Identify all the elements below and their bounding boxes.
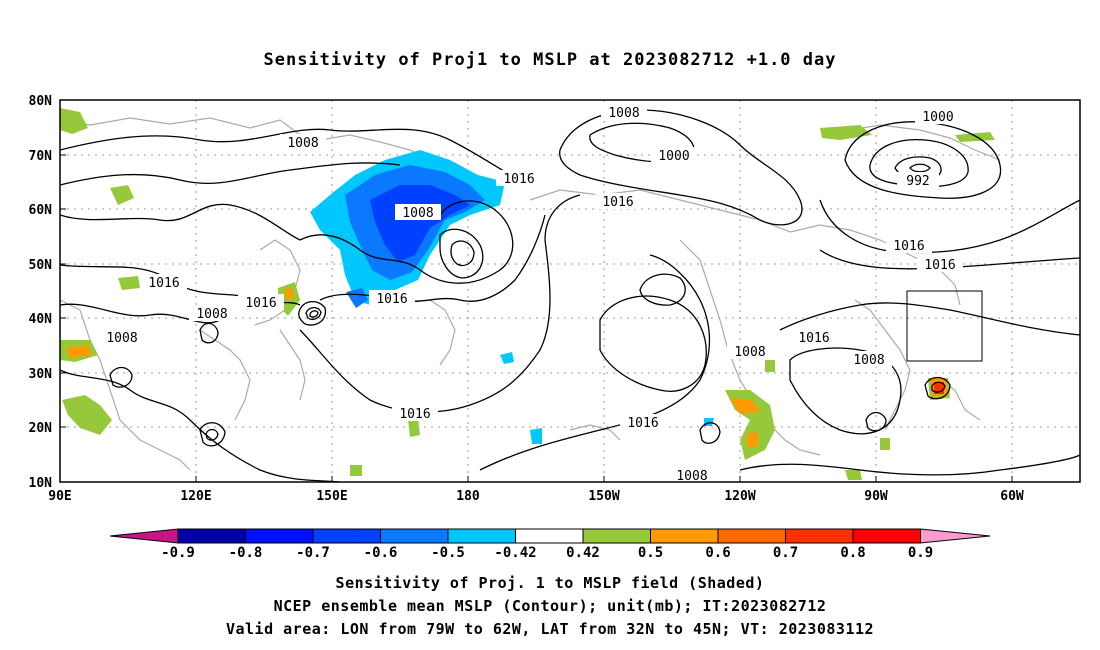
colorbar: [109, 528, 991, 544]
lat-label-20n: 20N: [29, 421, 53, 436]
positive-sensitivity-7: [408, 418, 420, 437]
contour-label: 1008: [608, 106, 639, 121]
contour-label: 1008: [106, 331, 137, 346]
colorbar-label: -0.6: [364, 545, 398, 561]
valid-area-box: [906, 290, 983, 362]
colorbar-label: -0.9: [161, 545, 195, 561]
contour-label: 1008: [287, 136, 318, 151]
colorbar-swatch: [515, 528, 584, 544]
lon-label-60w: 60W: [1000, 489, 1024, 504]
latitude-labels: 80N 70N 60N 50N 40N 30N 20N 10N: [29, 94, 53, 491]
caption-valid-area: Valid area: LON from 79W to 62W, LAT fro…: [225, 620, 875, 638]
positive-sensitivity-9: [820, 125, 872, 140]
contour-label: 1008: [676, 469, 707, 484]
colorbar-label: 0.5: [638, 545, 663, 561]
lat-label-40n: 40N: [29, 312, 53, 327]
sensitivity-shading: [60, 108, 995, 480]
colorbar-swatch: [177, 528, 246, 544]
colorbar-label: 0.6: [705, 545, 730, 561]
contour-label: 1008: [196, 307, 227, 322]
colorbar-swatch: [785, 528, 854, 544]
positive-sensitivity-12: [880, 438, 890, 450]
positive-sensitivity-2: [110, 185, 134, 205]
positive-sensitivity-3: [118, 276, 140, 290]
contour-label: 1008: [853, 353, 884, 368]
contour-label: 1016: [798, 331, 829, 346]
caption-contour: NCEP ensemble mean MSLP (Contour); unit(…: [273, 597, 827, 615]
colorbar-swatch-over: [920, 528, 991, 544]
positive-sensitivity-15: [765, 360, 775, 372]
colorbar-swatch: [852, 528, 921, 544]
colorbar-swatch: [447, 528, 516, 544]
colorbar-label: -0.42: [494, 545, 536, 561]
colorbar-label: -0.8: [229, 545, 263, 561]
colorbar-swatch: [582, 528, 651, 544]
contour-label: 992: [906, 174, 929, 189]
contour-label: 1008: [402, 206, 433, 221]
positive-sensitivity-orange-1: [66, 345, 92, 358]
lon-label-150e: 150E: [316, 489, 347, 504]
colorbar-swatch: [650, 528, 719, 544]
colorbar-label: 0.8: [840, 545, 865, 561]
colorbar-label: -0.5: [431, 545, 465, 561]
positive-sensitivity-10: [955, 132, 995, 142]
contour-label: 1008: [734, 345, 765, 360]
gridlines: [60, 100, 1080, 482]
lat-label-10n: 10N: [29, 476, 53, 491]
colorbar-swatch-under: [109, 528, 179, 544]
lon-label-90w: 90W: [864, 489, 888, 504]
contour-label: 1016: [148, 276, 179, 291]
contour-label: 1016: [627, 416, 658, 431]
positive-sensitivity-orange-2: [730, 398, 760, 414]
lon-label-180: 180: [456, 489, 480, 504]
lat-label-30n: 30N: [29, 367, 53, 382]
caption-shading: Sensitivity of Proj. 1 to MSLP field (Sh…: [335, 574, 765, 592]
colorbar-label: -0.7: [296, 545, 330, 561]
colorbar-label: 0.7: [773, 545, 798, 561]
positive-sensitivity-orange-4: [284, 288, 294, 300]
negative-sensitivity-small-2: [500, 352, 514, 364]
lat-label-70n: 70N: [29, 149, 53, 164]
contour-label: 1000: [658, 149, 689, 164]
colorbar-swatch: [245, 528, 314, 544]
lat-label-80n: 80N: [29, 94, 53, 109]
positive-sensitivity-1: [60, 108, 88, 134]
positive-sensitivity-6: [62, 395, 112, 435]
contour-label: 1016: [924, 258, 955, 273]
lon-label-120w: 120W: [724, 489, 755, 504]
contour-label: 1016: [503, 172, 534, 187]
colorbar-labels: -0.9 -0.8 -0.7 -0.6 -0.5 -0.42 0.42 0.5 …: [161, 545, 933, 561]
negative-sensitivity-small-4: [704, 418, 714, 426]
positive-sensitivity-14: [350, 465, 362, 476]
lon-label-90e: 90E: [48, 489, 71, 504]
contour-label: 1016: [399, 407, 430, 422]
contour-label: 1016: [893, 239, 924, 254]
colorbar-label: 0.42: [566, 545, 600, 561]
negative-sensitivity-small-1: [346, 288, 368, 308]
positive-sensitivity-orange-3: [746, 432, 758, 448]
mslp-contours: [60, 109, 1080, 482]
lat-label-50n: 50N: [29, 258, 53, 273]
longitude-labels: 90E 120E 150E 180 150W 120W 90W 60W: [48, 489, 1024, 504]
lon-label-120e: 120E: [180, 489, 211, 504]
map-frame: [59, 99, 1081, 483]
colorbar-swatch: [312, 528, 381, 544]
colorbar-swatch: [380, 528, 449, 544]
tick-marks: [60, 99, 1013, 483]
colorbar-label: 0.9: [908, 545, 933, 561]
positive-sensitivity-11: [845, 470, 862, 480]
lat-label-60n: 60N: [29, 203, 53, 218]
contour-labels: 1008 1000 1000 992 1008 1016 1016 1008 1…: [99, 104, 963, 484]
contour-label: 1016: [602, 195, 633, 210]
lon-label-150w: 150W: [588, 489, 619, 504]
contour-label: 1016: [376, 292, 407, 307]
contour-label: 1000: [922, 110, 953, 125]
map-title: Sensitivity of Proj1 to MSLP at 20230827…: [263, 50, 837, 70]
colorbar-swatch: [717, 528, 786, 544]
negative-sensitivity-small-3: [530, 428, 542, 444]
contour-label: 1016: [245, 296, 276, 311]
